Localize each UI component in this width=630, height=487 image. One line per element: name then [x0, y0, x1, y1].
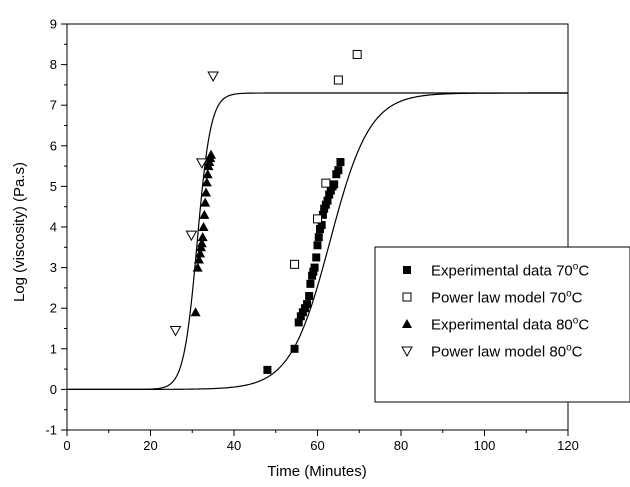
data-point [321, 200, 330, 209]
legend-box [374, 246, 630, 403]
fit-curves [67, 92, 568, 390]
x-tick-label: 60 [310, 438, 324, 453]
y-tick-label: 9 [50, 17, 57, 32]
legend-marker [401, 346, 413, 358]
data-point [198, 222, 209, 231]
data-point [333, 75, 343, 85]
y-tick-label: 3 [50, 260, 57, 275]
legend-marker [403, 266, 411, 274]
x-axis-title: Time (Minutes) [267, 463, 366, 480]
data-point [330, 180, 339, 189]
data-point [306, 279, 315, 288]
data-point [300, 304, 309, 313]
legend-label: Power law model 70oC [431, 289, 583, 307]
y-axis-title: Log (viscosity) (Pa.s) [11, 162, 28, 302]
axes: 0 20 40 60 80 100 120 -1 0 1 2 3 4 5 6 7 8 9 [45, 17, 578, 454]
data-point [201, 177, 212, 187]
legend-label: Experimental data 70oC [431, 262, 589, 280]
x-tick-label: 40 [227, 438, 241, 453]
x-tick-label: 80 [394, 438, 408, 453]
data-point [313, 214, 322, 224]
data-point [185, 230, 198, 242]
y-tick-label: 2 [50, 301, 57, 316]
series-3 [190, 149, 217, 317]
legend-label: Experimental data 80oC [431, 316, 589, 334]
data-point [326, 186, 335, 195]
data-point [316, 225, 325, 234]
y-tick-label: 6 [50, 138, 57, 153]
data-point [309, 267, 318, 276]
legend-label: Power law model 80oC [431, 343, 583, 361]
legend-marker [402, 319, 412, 328]
y-tick-label: 8 [50, 57, 57, 72]
data-point [332, 170, 341, 179]
data-point [305, 292, 314, 301]
data-point [310, 263, 319, 272]
data-point [308, 271, 317, 280]
data-point [320, 204, 329, 213]
data-point [323, 196, 332, 205]
data-points [169, 49, 362, 374]
x-tick-label: 100 [474, 438, 496, 453]
data-point [334, 166, 343, 175]
y-tick-label: 5 [50, 179, 57, 194]
legend: Experimental data 70oC Power law model 70… [374, 246, 630, 403]
data-point [195, 248, 206, 258]
data-point [321, 178, 331, 188]
data-point [192, 262, 203, 272]
data-point [206, 149, 217, 159]
data-point [294, 318, 303, 327]
data-point [199, 209, 210, 219]
data-point [296, 312, 305, 321]
data-point [202, 169, 213, 179]
data-point [303, 300, 312, 309]
data-point [313, 241, 322, 250]
series-1 [263, 158, 345, 374]
data-point [196, 238, 207, 248]
y-tick-label: 1 [50, 341, 57, 356]
data-point [312, 253, 321, 262]
data-point [197, 232, 208, 242]
data-point [201, 187, 212, 197]
y-tick-label: 0 [50, 382, 57, 397]
x-tick-label: 20 [143, 438, 157, 453]
data-point [318, 210, 327, 219]
data-point [314, 233, 323, 242]
series-4 [169, 71, 219, 337]
series-2 [290, 49, 362, 269]
data-point [325, 190, 334, 199]
data-point [352, 49, 362, 59]
data-point [169, 326, 182, 337]
fit-curve [67, 92, 568, 390]
y-tick-label: -1 [45, 423, 57, 438]
data-point [290, 344, 299, 353]
data-point [298, 308, 307, 317]
y-tick-label: 7 [50, 98, 57, 113]
data-point [207, 71, 219, 82]
data-point [190, 307, 201, 317]
y-tick-label: 4 [50, 220, 57, 235]
data-point [336, 158, 345, 167]
x-tick-label: 120 [557, 438, 579, 453]
data-point [196, 158, 208, 169]
legend-marker [402, 292, 412, 302]
x-tick-label: 0 [63, 438, 70, 453]
data-point [200, 197, 211, 207]
data-point [290, 259, 300, 269]
data-point [193, 254, 204, 264]
data-point [317, 220, 326, 229]
data-point [263, 365, 272, 374]
